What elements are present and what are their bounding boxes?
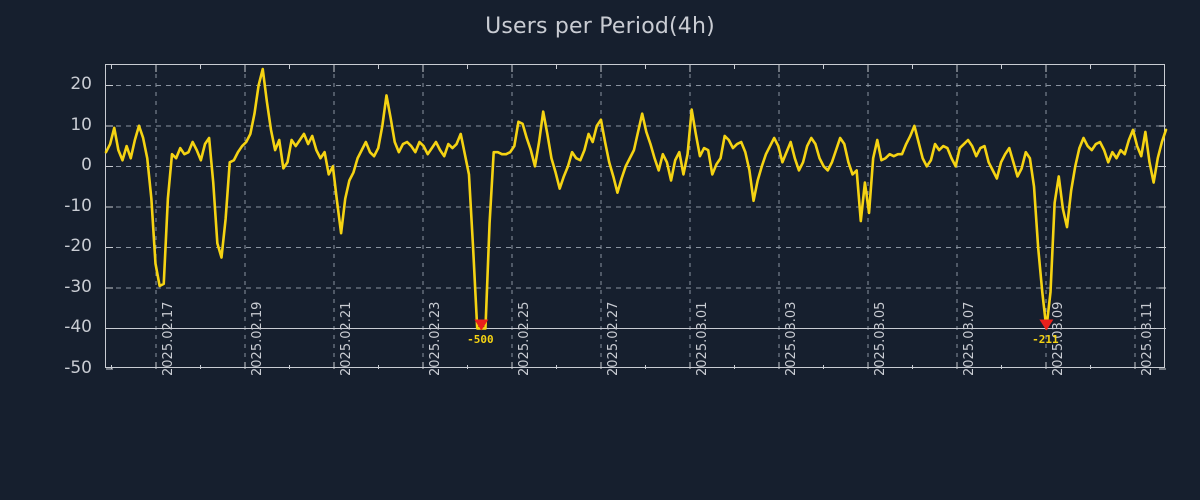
chart-title: Users per Period(4h): [485, 14, 715, 39]
x-tick-label: 2025.03.05: [873, 301, 888, 376]
y-tick-label: 20: [70, 74, 92, 95]
x-tick-label: 2025.03.07: [962, 301, 977, 376]
annotation-label: -500: [467, 333, 494, 347]
y-tick-label: 0: [81, 155, 92, 176]
plot-svg: [104, 65, 1168, 370]
y-tick-label: -20: [64, 236, 92, 257]
x-tick-label: 2025.02.17: [161, 301, 176, 376]
x-tick-label: 2025.03.01: [695, 301, 710, 376]
annotation-label: -211: [1032, 333, 1059, 347]
y-tick-label: -40: [64, 317, 92, 338]
x-tick-label: 2025.03.03: [784, 301, 799, 376]
y-tick-label: -30: [64, 276, 92, 297]
axis-tick-marks: [111, 65, 1136, 369]
x-tick-label: 2025.02.25: [517, 301, 532, 376]
plot-area: [104, 64, 1168, 370]
y-tick-label: 10: [70, 114, 92, 135]
y-tick-label: -10: [64, 195, 92, 216]
x-tick-label: 2025.02.21: [339, 301, 354, 376]
x-tick-label: 2025.02.23: [428, 301, 443, 376]
x-tick-label: 2025.02.19: [250, 301, 265, 376]
x-tick-label: 2025.02.27: [606, 301, 621, 376]
x-tick-label: 2025.03.11: [1140, 301, 1155, 376]
data-series-line: [104, 67, 1168, 330]
vertical-gridlines: [155, 65, 1136, 369]
y-tick-label: -50: [64, 358, 92, 378]
annotation-markers: [474, 319, 1054, 331]
horizontal-gridlines: [106, 84, 1166, 370]
